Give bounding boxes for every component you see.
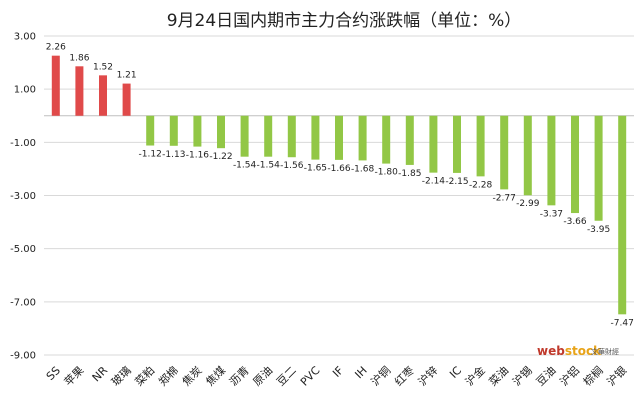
data-label: -1.85: [398, 169, 421, 179]
x-tick-label: 焦炭: [180, 364, 205, 389]
bar: [594, 115, 603, 221]
watermark-sub: 文華財經: [591, 347, 619, 356]
bar: [382, 115, 391, 164]
x-tick-label: 沥青: [227, 364, 252, 389]
data-label: -1.68: [351, 164, 375, 174]
x-tick-label: SS: [44, 364, 63, 383]
bar: [453, 115, 461, 173]
x-tick-label: 棕榈: [580, 363, 605, 388]
data-label: -2.15: [445, 177, 468, 187]
bar: [240, 115, 249, 157]
bar: [51, 55, 60, 116]
x-tick-label: 沪锡: [509, 363, 534, 388]
x-tick-label: 沪铜: [368, 363, 393, 388]
x-tick-label: 菜粕: [132, 363, 157, 388]
x-tick-label: 沪锌: [415, 363, 440, 388]
bar: [476, 115, 485, 177]
x-tick-label: NR: [90, 364, 111, 385]
bar: [311, 115, 320, 160]
y-tick-label: -1.00: [10, 138, 36, 149]
data-label: 2.26: [46, 43, 66, 53]
bar: [358, 115, 367, 161]
x-tick-label: 沪银: [604, 363, 629, 388]
grid-layer: [44, 35, 634, 356]
x-tick-label: 豆油: [533, 363, 558, 388]
x-tick-label: 苹果: [61, 363, 86, 388]
bar: [99, 75, 107, 116]
bar: [287, 115, 296, 158]
chart-title: 9月24日国内期市主力合约涨跌幅（单位：%）: [167, 11, 522, 31]
data-label: -2.14: [422, 177, 446, 187]
bar: [217, 115, 225, 149]
data-label: -7.47: [611, 318, 634, 328]
x-tick-label: 红枣: [392, 364, 417, 389]
bar: [264, 115, 273, 157]
data-labels: 2.261.861.521.21-1.12 -1.13 -1.16 -1.22-1.5…: [46, 43, 634, 329]
data-label: -3.37: [540, 209, 563, 219]
x-tick-label: 原油: [250, 363, 275, 388]
data-label: 1.52: [93, 62, 113, 72]
data-label: -1.12: [139, 150, 162, 160]
data-label: -1.16: [186, 151, 210, 161]
y-tick-label: -9.00: [10, 351, 36, 362]
data-label: -2.28: [469, 180, 493, 190]
x-tick-label: 玻璃: [108, 363, 133, 388]
bar: [429, 115, 438, 173]
bar: [523, 115, 532, 196]
data-label: 1.21: [117, 71, 137, 81]
y-tick-label: 1.00: [14, 85, 36, 96]
x-tick-label: 沪金: [462, 363, 487, 388]
data-label: -1.13: [162, 150, 185, 160]
x-tick-label: 菜油: [486, 363, 511, 388]
data-label: -1.56: [280, 161, 304, 171]
x-tick-label: 豆二: [274, 364, 299, 389]
bar: [169, 115, 178, 146]
data-label: -1.22: [209, 152, 232, 162]
data-label: 1.86: [69, 53, 89, 63]
y-axis: 3.00 1.00 -1.00 -3.00 -5.00 -7.00 -9.00: [10, 32, 36, 362]
data-label: -3.66: [563, 217, 587, 227]
bar: [500, 115, 509, 190]
x-tick-label: 郑棉: [155, 363, 180, 388]
x-tick-label: IC: [447, 364, 464, 381]
x-tick-label: 沪铝: [557, 363, 582, 388]
x-tick-label: 焦煤: [203, 364, 228, 389]
y-tick-label: -3.00: [10, 191, 36, 202]
data-label: -2.77: [493, 193, 516, 203]
data-label: -2.99: [516, 199, 540, 209]
y-tick-label: -7.00: [10, 297, 36, 308]
x-tick-label: PVC: [298, 364, 323, 389]
watermark-brand: webstock: [537, 344, 602, 358]
bar: [405, 115, 414, 165]
y-tick-label: -5.00: [10, 244, 36, 255]
bar: [193, 115, 202, 147]
data-label: -1.54: [257, 161, 281, 171]
svg-text:webstock: webstock: [537, 344, 602, 358]
data-label: -3.95: [587, 225, 610, 235]
bar: [335, 115, 343, 160]
data-label: -1.54: [233, 161, 257, 171]
data-label: -1.66: [327, 164, 351, 174]
bar: [146, 115, 155, 146]
bars: [51, 55, 627, 315]
data-label: -1.80: [375, 168, 399, 178]
bar: [547, 115, 556, 206]
bar: [75, 66, 84, 116]
bar: [571, 115, 579, 214]
data-label: -1.65: [304, 164, 327, 174]
y-tick-label: 3.00: [14, 32, 36, 43]
x-tick-label: IF: [330, 364, 346, 380]
x-tick-label: IH: [352, 364, 369, 381]
bar: [618, 115, 627, 315]
watermark-logo: webstock 文華財經: [537, 344, 619, 358]
bar: [122, 83, 131, 116]
